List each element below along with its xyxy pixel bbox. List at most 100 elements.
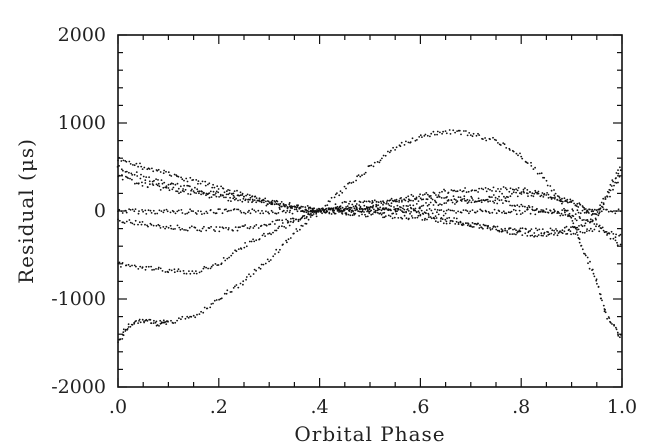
data-point [289, 206, 292, 209]
series-1 [116, 165, 621, 235]
data-point [389, 215, 392, 218]
data-point [176, 182, 179, 185]
data-point [296, 230, 299, 233]
data-point [162, 226, 165, 228]
data-point [288, 224, 291, 227]
data-point [509, 227, 512, 230]
data-point [478, 227, 481, 229]
data-point [476, 210, 479, 213]
data-point [133, 173, 136, 176]
data-point [267, 203, 269, 206]
data-point [338, 209, 340, 212]
data-point [535, 227, 537, 230]
data-point [556, 195, 559, 197]
data-point [445, 202, 448, 204]
data-point [255, 224, 258, 226]
data-point [598, 224, 601, 227]
data-point [149, 183, 151, 186]
data-point [187, 211, 190, 214]
data-point [200, 230, 203, 233]
data-point [131, 264, 133, 267]
data-point [176, 224, 179, 227]
data-point [172, 322, 175, 324]
data-point [192, 179, 195, 181]
data-point [559, 214, 562, 217]
data-point [227, 228, 230, 231]
data-point [263, 223, 266, 226]
data-point [472, 132, 475, 135]
data-point [611, 323, 613, 325]
data-point [496, 198, 499, 200]
data-point [235, 197, 238, 200]
data-point [445, 132, 448, 135]
data-point [228, 192, 231, 195]
data-point [181, 178, 184, 181]
data-point [569, 198, 572, 201]
data-point [477, 197, 480, 200]
data-point [185, 177, 188, 180]
data-point [443, 188, 445, 191]
data-point [529, 229, 532, 232]
data-point [447, 208, 450, 211]
data-point [353, 207, 356, 210]
data-point [120, 210, 123, 213]
data-point [441, 190, 443, 193]
data-point [577, 237, 580, 239]
data-point [505, 212, 508, 215]
data-point [402, 207, 404, 210]
data-point [608, 317, 611, 319]
data-point [251, 195, 254, 198]
data-point [144, 179, 147, 182]
data-point [468, 199, 471, 202]
y-tick-label: -2000 [51, 376, 106, 398]
data-point [278, 219, 281, 221]
data-point [405, 196, 408, 199]
data-point [360, 210, 363, 213]
data-point [393, 216, 396, 219]
data-point [604, 308, 606, 311]
data-point [376, 161, 379, 163]
data-point [264, 262, 267, 265]
data-point [264, 197, 267, 200]
data-point [295, 228, 298, 230]
data-point [174, 183, 177, 186]
data-point [563, 230, 566, 233]
data-point [147, 225, 149, 228]
data-point [439, 203, 441, 206]
data-point [595, 213, 598, 216]
data-point [553, 194, 556, 197]
data-point [128, 160, 131, 163]
data-point [385, 202, 388, 205]
series-5 [117, 204, 622, 275]
data-point [118, 156, 121, 159]
data-point [459, 189, 462, 192]
data-point [382, 207, 385, 210]
data-point [131, 323, 134, 326]
data-point [457, 196, 460, 199]
data-point [134, 219, 137, 222]
data-point [259, 200, 261, 203]
data-point [195, 179, 198, 181]
data-point [186, 180, 189, 183]
data-point [425, 209, 428, 212]
data-point [611, 179, 614, 182]
data-point [498, 210, 501, 213]
data-point [206, 307, 209, 310]
data-point [251, 201, 253, 204]
data-point [212, 264, 214, 266]
data-point [428, 196, 431, 198]
data-point [173, 173, 176, 176]
data-point [186, 229, 189, 232]
data-point [452, 195, 455, 198]
data-point [145, 176, 148, 179]
data-point [194, 212, 197, 214]
data-point [560, 212, 563, 215]
data-point [117, 262, 120, 265]
data-point [260, 201, 263, 204]
data-point [232, 197, 235, 200]
data-point [518, 209, 521, 212]
data-point [141, 318, 144, 321]
data-point [165, 225, 168, 228]
data-point [415, 198, 418, 200]
data-point [439, 220, 442, 223]
